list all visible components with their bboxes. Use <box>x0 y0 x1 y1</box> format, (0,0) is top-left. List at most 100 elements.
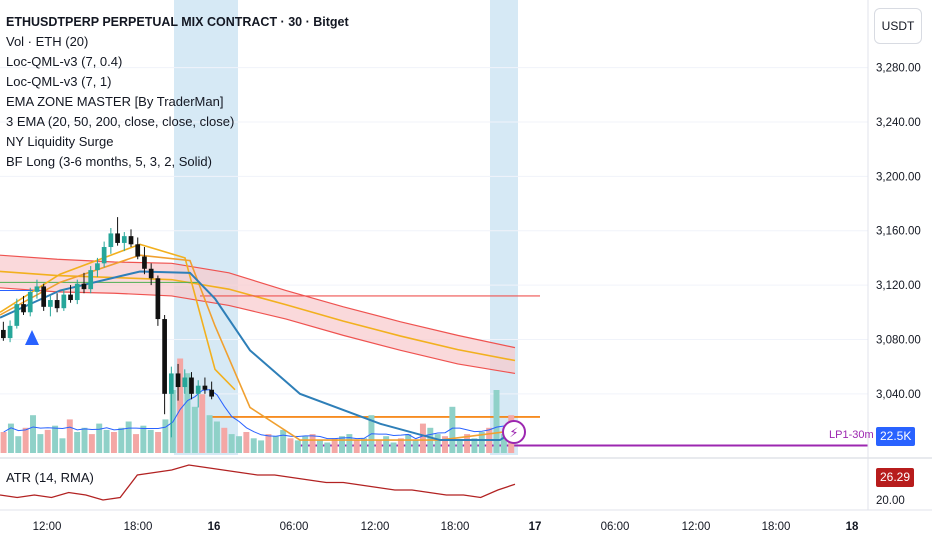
volume-bar <box>361 438 368 453</box>
volume-price-badge: 22.5K <box>876 427 916 446</box>
indicator-qml-1[interactable]: Loc-QML-v3 (7, 0.4) <box>6 54 123 69</box>
volume-bar <box>88 434 95 453</box>
volume-bar <box>331 438 338 453</box>
volume-ma-line <box>3 389 512 440</box>
volume-bar <box>52 425 59 453</box>
volume-bar <box>7 423 14 453</box>
candle-body <box>209 389 214 397</box>
volume-bar <box>44 429 51 453</box>
candle-body <box>81 283 87 290</box>
candle-body <box>7 325 13 339</box>
volume-bar <box>206 415 213 453</box>
candle-body <box>189 377 194 394</box>
ema-line-1 <box>0 243 236 391</box>
volume-bar <box>74 432 81 453</box>
candle-body <box>54 300 60 309</box>
volume-bar <box>412 440 419 453</box>
volume-bar <box>103 429 110 453</box>
volume-bar <box>66 419 73 453</box>
atr-axis-tick: 20.00 <box>876 495 905 507</box>
volume-bar <box>383 436 390 453</box>
candle-body <box>95 263 100 271</box>
volume-bar <box>265 434 272 453</box>
candle-body <box>61 294 67 309</box>
indicator-ny-liquidity[interactable]: NY Liquidity Surge <box>6 134 114 149</box>
candle-body <box>162 319 167 394</box>
candle-body <box>168 373 174 394</box>
candle-body <box>74 283 80 301</box>
volume-bar <box>280 429 287 453</box>
price-tick-label: 3,200.00 <box>876 171 921 183</box>
volume-bar <box>449 406 456 453</box>
volume-bar <box>316 440 323 453</box>
volume-bar <box>213 421 220 453</box>
time-tick-label: 06:00 <box>601 521 630 533</box>
volume-bar <box>339 436 345 453</box>
time-tick-label: 18 <box>846 521 859 533</box>
time-tick-label: 17 <box>529 521 542 533</box>
volume-bar <box>397 438 404 453</box>
volume-bar <box>442 436 448 453</box>
volume-bar <box>493 390 500 453</box>
volume-bar <box>419 423 426 453</box>
price-tick-label: 3,080.00 <box>876 334 921 346</box>
volume-bar <box>478 432 485 453</box>
volume-bar <box>309 434 316 453</box>
candle-body <box>121 236 127 243</box>
time-tick-label: 18:00 <box>762 521 791 533</box>
candle-body <box>202 385 208 390</box>
time-tick-label: 18:00 <box>124 521 153 533</box>
candle-body <box>142 256 147 269</box>
time-axis[interactable]: 12:00 18:00 16 06:00 12:00 18:00 17 06:00 12:00 1… <box>0 509 932 533</box>
candle-body <box>34 286 40 292</box>
volume-bar <box>191 406 198 453</box>
time-tick-label: 06:00 <box>280 521 309 533</box>
atr-legend[interactable]: ATR (14, RMA) <box>6 470 94 485</box>
ema-line-2 <box>0 254 516 441</box>
lp-level-label: LP1-30m <box>829 429 874 441</box>
volume-bar <box>294 440 301 453</box>
volume-bar <box>221 427 228 453</box>
currency-button[interactable]: USDT <box>874 8 922 44</box>
volume-bar <box>162 419 169 453</box>
ema-zone-mid <box>0 270 516 362</box>
candle-body <box>182 377 188 388</box>
atr-value-badge: 26.29 <box>876 468 915 487</box>
volume-bar <box>434 434 441 453</box>
ema-line-3 <box>0 270 516 442</box>
candle-body <box>48 300 53 307</box>
price-tick-label: 3,040.00 <box>876 389 921 401</box>
price-axis[interactable]: 3,280.00 3,240.00 3,200.00 3,160.00 3,120.00… <box>867 0 921 510</box>
indicator-3ema[interactable]: 3 EMA (20, 50, 200, close, close, close) <box>6 114 235 129</box>
volume-bar <box>471 438 478 453</box>
time-tick-label: 18:00 <box>441 521 470 533</box>
indicator-bf-long[interactable]: BF Long (3-6 months, 5, 3, 2, Solid) <box>6 154 212 169</box>
candle-body <box>21 304 26 313</box>
volume-bar <box>15 436 22 453</box>
price-tick-label: 3,120.00 <box>876 280 921 292</box>
candle-body <box>1 329 6 339</box>
candle-body <box>108 233 114 248</box>
volume-bar <box>177 358 184 453</box>
volume-bar <box>59 438 66 453</box>
lightning-icon: ⚡ <box>509 426 518 441</box>
atr-pane: 20.00 <box>0 464 905 507</box>
volume-bar <box>147 429 154 453</box>
ema-zone-lower <box>0 287 516 375</box>
volume-bar <box>258 440 265 453</box>
volume-bar <box>118 427 125 453</box>
volume-bar <box>287 438 294 453</box>
volume-bar <box>272 436 279 453</box>
volume-bar <box>22 427 29 453</box>
volume-bar <box>250 438 257 453</box>
volume-bar <box>155 432 162 453</box>
time-tick-label: 12:00 <box>361 521 390 533</box>
indicator-qml-2[interactable]: Loc-QML-v3 (7, 1) <box>6 74 112 89</box>
indicator-ema-zone[interactable]: EMA ZONE MASTER [By TraderMan] <box>6 94 224 109</box>
indicator-vol[interactable]: Vol · ETH (20) <box>6 34 89 49</box>
volume-bar <box>464 434 471 453</box>
volume-bar <box>456 440 463 453</box>
price-tick-label: 3,280.00 <box>876 63 921 75</box>
candle-body <box>68 294 73 301</box>
